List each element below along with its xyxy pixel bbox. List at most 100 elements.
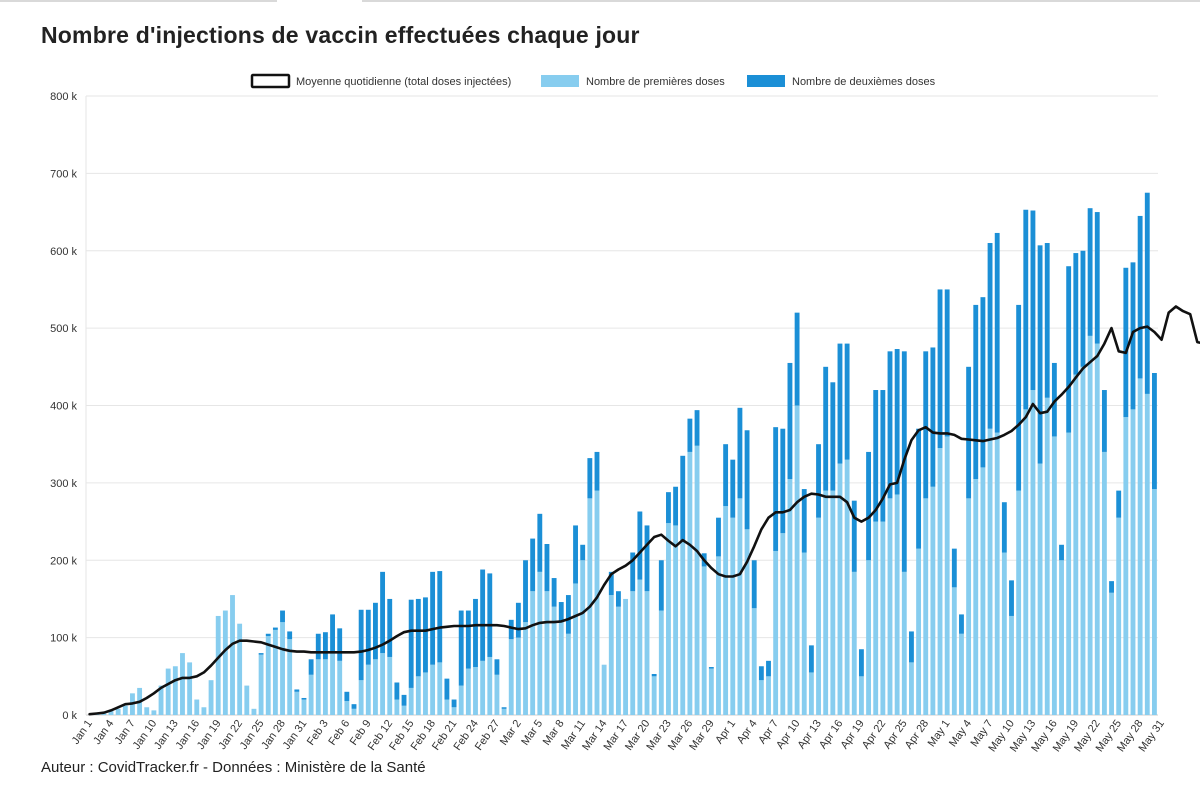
bar-first-dose bbox=[1101, 451, 1107, 715]
bar-first-dose bbox=[723, 506, 729, 715]
bar-first-dose bbox=[959, 633, 964, 715]
bar-second-dose bbox=[322, 632, 328, 660]
bar-first-dose bbox=[344, 701, 350, 715]
bar-first-dose bbox=[623, 598, 629, 715]
bar-first-dose bbox=[358, 680, 364, 715]
bar-first-dose bbox=[673, 525, 679, 715]
bar-first-dose bbox=[1059, 560, 1064, 715]
bar-first-dose bbox=[565, 633, 571, 715]
bar-first-dose bbox=[615, 606, 621, 715]
chart-title: Nombre d'injections de vaccin effectuées… bbox=[41, 22, 640, 48]
bar-first-dose bbox=[558, 622, 564, 715]
bar-second-dose bbox=[909, 631, 914, 663]
bar-second-dose bbox=[680, 455, 686, 541]
bar-second-dose bbox=[873, 390, 879, 522]
bar-first-dose bbox=[544, 591, 550, 715]
bar-second-dose bbox=[837, 343, 843, 464]
bar-second-dose bbox=[1066, 266, 1072, 433]
bar-second-dose bbox=[465, 610, 471, 669]
bar-second-dose bbox=[830, 382, 836, 491]
bar-second-dose bbox=[951, 548, 957, 588]
bar-first-dose bbox=[187, 662, 193, 715]
bar-first-dose bbox=[966, 498, 972, 715]
y-tick-label: 300 k bbox=[50, 478, 77, 490]
bar-second-dose bbox=[887, 351, 893, 499]
bar-second-dose bbox=[1109, 581, 1114, 593]
bar-second-dose bbox=[337, 628, 343, 661]
bar-second-dose bbox=[916, 428, 922, 549]
bar-second-dose bbox=[537, 513, 543, 572]
bar-first-dose bbox=[251, 708, 257, 715]
y-tick-label: 100 k bbox=[50, 633, 77, 645]
bar-first-dose bbox=[415, 676, 421, 715]
bar-second-dose bbox=[1059, 544, 1064, 561]
bar-second-dose bbox=[930, 347, 936, 487]
bar-first-dose bbox=[551, 606, 557, 715]
bar-second-dose bbox=[344, 691, 350, 702]
bar-second-dose bbox=[959, 614, 964, 634]
bar-first-dose bbox=[423, 672, 428, 715]
bar-first-dose bbox=[651, 676, 657, 715]
bar-second-dose bbox=[880, 390, 886, 522]
bar-second-dose bbox=[265, 633, 271, 637]
bar-first-dose bbox=[380, 653, 386, 715]
legend-swatch-average bbox=[250, 73, 291, 89]
bar-first-dose bbox=[208, 680, 214, 715]
bar-second-dose bbox=[737, 407, 743, 499]
bar-first-dose bbox=[322, 659, 328, 715]
bar-second-dose bbox=[315, 633, 321, 660]
bar-second-dose bbox=[380, 571, 386, 654]
bar-second-dose bbox=[258, 653, 264, 655]
bar-first-dose bbox=[451, 707, 457, 715]
bar-second-dose bbox=[501, 707, 507, 709]
bar-second-dose bbox=[894, 349, 900, 495]
bar-second-dose bbox=[744, 430, 750, 530]
bar-second-dose bbox=[394, 682, 400, 700]
bar-second-dose bbox=[351, 704, 357, 709]
bar-second-dose bbox=[508, 619, 514, 640]
bar-first-dose bbox=[330, 653, 335, 715]
bar-second-dose bbox=[330, 614, 335, 654]
bar-first-dose bbox=[537, 571, 543, 715]
bar-second-dose bbox=[437, 571, 443, 663]
bar-first-dose bbox=[294, 691, 300, 715]
bar-first-dose bbox=[365, 664, 371, 715]
bar-second-dose bbox=[408, 599, 414, 688]
bar-first-dose bbox=[658, 610, 664, 715]
bar-second-dose bbox=[773, 427, 779, 551]
bar-second-dose bbox=[851, 500, 857, 572]
x-tick-label: Mar 2 bbox=[498, 718, 524, 748]
y-tick-label: 800 k bbox=[50, 91, 77, 103]
bar-first-dose bbox=[244, 685, 250, 715]
bar-second-dose bbox=[587, 458, 593, 499]
bar-second-dose bbox=[580, 544, 586, 561]
bar-first-dose bbox=[787, 479, 793, 715]
bar-second-dose bbox=[866, 451, 871, 561]
bar-second-dose bbox=[923, 351, 929, 499]
bar-second-dose bbox=[1144, 192, 1150, 394]
bar-first-dose bbox=[515, 637, 521, 715]
bar-first-dose bbox=[830, 490, 836, 715]
bar-second-dose bbox=[687, 418, 693, 452]
bar-first-dose bbox=[994, 432, 1000, 715]
bar-first-dose bbox=[680, 540, 686, 715]
bar-second-dose bbox=[1087, 208, 1093, 336]
x-tick-label: Feb 3 bbox=[305, 718, 331, 748]
bar-second-dose bbox=[551, 578, 557, 607]
bar-first-dose bbox=[230, 595, 235, 715]
bar-second-dose bbox=[523, 560, 528, 623]
bar-first-dose bbox=[923, 498, 929, 715]
legend-label-average: Moyenne quotidienne (total doses injecté… bbox=[296, 76, 511, 88]
bar-first-dose bbox=[887, 498, 893, 715]
bar-second-dose bbox=[494, 659, 500, 675]
bar-second-dose bbox=[666, 492, 671, 524]
bar-first-dose bbox=[601, 664, 607, 715]
bar-first-dose bbox=[773, 550, 779, 715]
bar-second-dose bbox=[451, 699, 457, 708]
bar-first-dose bbox=[987, 428, 993, 715]
bar-first-dose bbox=[1080, 366, 1086, 715]
bar-first-dose bbox=[1130, 409, 1136, 715]
bar-second-dose bbox=[430, 571, 436, 665]
bar-second-dose bbox=[823, 366, 829, 491]
bar-first-dose bbox=[1009, 615, 1014, 715]
